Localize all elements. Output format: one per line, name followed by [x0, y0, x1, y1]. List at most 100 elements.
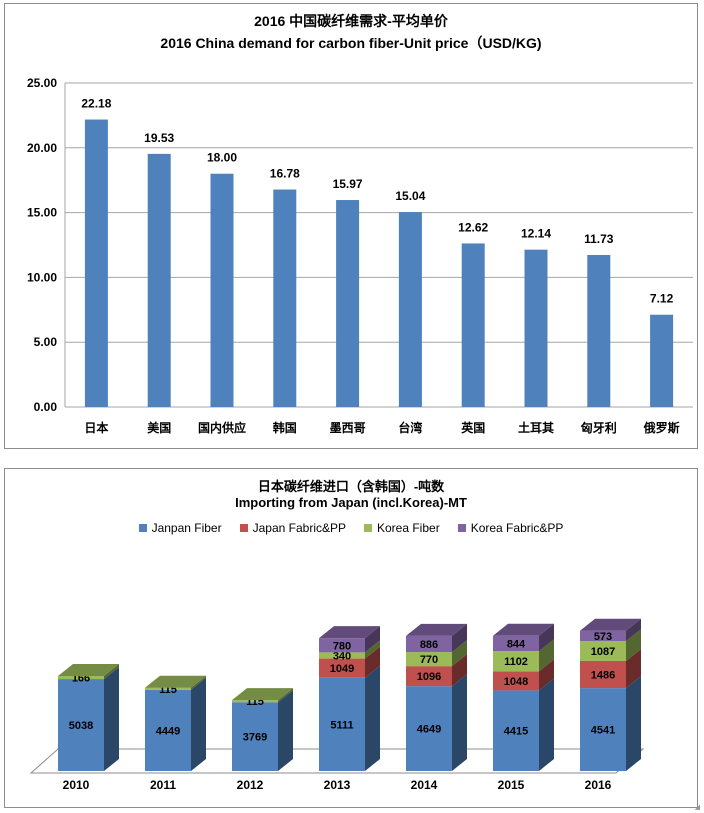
- bar-segment-side: [626, 618, 641, 642]
- unit-price-chart-panel: 2016 中国碳纤维需求-平均单价 2016 China demand for …: [4, 3, 698, 449]
- segment-label: 4449: [156, 725, 180, 737]
- segment-label: 1486: [591, 670, 615, 682]
- bar: [336, 200, 360, 407]
- legend-label: Korea Fabric&PP: [470, 521, 564, 535]
- legend-swatch: [138, 524, 147, 532]
- x-tick-label: 2014: [411, 778, 438, 792]
- bar-segment-front: [58, 676, 104, 680]
- import-stacked-3d-chart: 5038166201044491152011376911520125111104…: [29, 618, 645, 792]
- x-tick-label: 2013: [324, 778, 351, 792]
- segment-label: 770: [420, 654, 438, 666]
- x-tick-label: 美国: [147, 420, 171, 435]
- bar-top-face: [319, 626, 380, 639]
- bar: [398, 212, 422, 407]
- bar-segment-side: [365, 640, 380, 659]
- x-tick-label: 墨西哥: [330, 421, 366, 435]
- y-tick-label: 0.00: [34, 400, 58, 414]
- x-tick-label: 2012: [237, 778, 264, 792]
- bar-top-face: [406, 623, 467, 636]
- bar: [524, 249, 548, 407]
- x-tick-label: 英国: [461, 420, 485, 435]
- x-tick-label: 2015: [498, 778, 525, 792]
- x-tick-label: 日本: [84, 420, 108, 435]
- legend-label: Japan Fabric&PP: [252, 521, 346, 535]
- chart1-subtitle: 2016 China demand for carbon fiber-Unit …: [160, 35, 542, 51]
- x-tick-label: 2016: [585, 778, 612, 792]
- bar-segment-side: [452, 654, 467, 687]
- bar: [273, 189, 297, 407]
- bar-segment-side: [626, 629, 641, 662]
- bar-segment-side: [104, 664, 119, 680]
- legend-item-korea-fabric: Korea Fabric&PP: [457, 521, 564, 535]
- bar-segment-front: [319, 658, 365, 678]
- segment-label: 886: [420, 639, 438, 651]
- bar-segment-front: [406, 635, 452, 653]
- bar-segment-side: [452, 674, 467, 771]
- bar: [147, 153, 171, 407]
- segment-label: 5111: [330, 719, 353, 731]
- data-label: 12.62: [458, 220, 488, 234]
- bar-top-face: [493, 623, 554, 636]
- bar-segment-side: [191, 675, 206, 690]
- legend-swatch: [239, 524, 248, 532]
- bar: [461, 243, 485, 407]
- x-tick-label: 2010: [63, 778, 90, 792]
- bar-top-face: [145, 675, 206, 688]
- x-tick-label: 匈牙利: [580, 420, 617, 435]
- chart2-title: 日本碳纤维进口（含韩国）-吨数: [257, 479, 445, 494]
- bar-segment-side: [626, 649, 641, 689]
- corner-mark: ◢: [694, 804, 700, 811]
- y-tick-label: 10.00: [27, 270, 57, 284]
- bar-segment-front: [580, 688, 626, 771]
- segment-label: 1048: [504, 676, 528, 688]
- segment-label: 1049: [330, 663, 354, 675]
- bar-segment-side: [278, 688, 293, 703]
- data-label: 7.12: [650, 292, 674, 306]
- bar-segment-front: [406, 652, 452, 667]
- y-tick-label: 5.00: [34, 335, 58, 349]
- legend-item-japan-fiber: Janpan Fiber: [138, 521, 222, 535]
- import-chart-panel: 日本碳纤维进口（含韩国）-吨数 Importing from Japan (in…: [4, 468, 698, 808]
- bar-segment-front: [493, 671, 539, 691]
- bar-segment-front: [145, 687, 191, 690]
- data-label: 18.00: [207, 151, 237, 165]
- segment-label: 5038: [69, 720, 93, 732]
- x-tick-label: 俄罗斯: [643, 420, 680, 435]
- data-label: 12.14: [521, 227, 551, 241]
- segment-label: 340: [333, 650, 351, 662]
- data-label: 22.18: [81, 97, 111, 111]
- segment-label: 3769: [243, 732, 267, 744]
- bar-segment-side: [452, 640, 467, 667]
- bar-segment-side: [365, 646, 380, 678]
- segment-label: 1102: [504, 656, 528, 668]
- legend-label: Korea Fiber: [377, 521, 440, 535]
- bar-segment-side: [539, 678, 554, 771]
- bar-segment-side: [365, 626, 380, 653]
- bar-segment-front: [406, 666, 452, 687]
- bar: [587, 254, 611, 407]
- bar: [84, 119, 108, 407]
- bar-segment-side: [626, 676, 641, 771]
- bar-segment-side: [539, 639, 554, 672]
- legend-item-japan-fabric: Japan Fabric&PP: [239, 521, 346, 535]
- legend-swatch: [457, 524, 466, 532]
- data-label: 15.04: [395, 189, 425, 203]
- bar-segment-front: [319, 638, 365, 653]
- legend-label: Janpan Fiber: [151, 521, 222, 535]
- data-label: 19.53: [144, 131, 174, 145]
- bar-segment-front: [493, 690, 539, 771]
- bar-segment-side: [365, 665, 380, 771]
- segment-label: 4415: [504, 726, 528, 738]
- segment-label: 573: [594, 631, 612, 643]
- bar-segment-front: [58, 679, 104, 771]
- bar-segment-side: [104, 667, 119, 771]
- bar-segment-front: [493, 635, 539, 652]
- chart1-title: 2016 中国碳纤维需求-平均单价: [254, 13, 448, 29]
- y-tick-label: 25.00: [27, 76, 57, 90]
- bar-segment-front: [580, 661, 626, 689]
- bar-segment-side: [452, 623, 467, 653]
- segment-label: 1087: [591, 646, 615, 658]
- bar-segment-front: [406, 686, 452, 771]
- segment-label: 1096: [417, 671, 441, 683]
- segment-label: 4649: [417, 724, 441, 736]
